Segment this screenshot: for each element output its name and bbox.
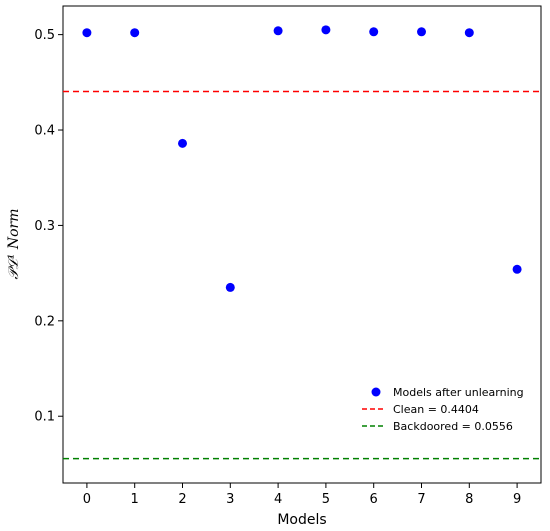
y-axis-ticks: 0.1 0.2 0.3 0.4 0.5: [34, 28, 63, 425]
x-axis-ticks: 0 1 2 3 4 5 6 7 8 9: [83, 483, 521, 507]
data-points: [82, 25, 522, 292]
legend-label-clean: Clean = 0.4404: [393, 403, 479, 416]
y-tick-label: 0.3: [34, 219, 55, 234]
y-tick-label: 0.4: [34, 124, 55, 139]
data-point: [82, 28, 92, 38]
y-axis-label: 𝒫ℒ¹ Norm: [6, 209, 22, 280]
data-point: [130, 28, 140, 38]
x-tick-label: 9: [513, 492, 521, 507]
y-tick-label: 0.1: [34, 410, 55, 425]
x-tick-label: 4: [274, 492, 282, 507]
legend-marker-series: [371, 387, 381, 397]
y-tick-label: 0.2: [34, 314, 55, 329]
x-tick-label: 7: [417, 492, 425, 507]
data-point: [178, 138, 187, 148]
x-tick-label: 6: [370, 492, 378, 507]
data-point: [321, 25, 331, 35]
x-tick-label: 5: [322, 492, 330, 507]
data-point: [417, 27, 426, 37]
x-tick-label: 8: [465, 492, 473, 507]
data-point: [464, 28, 474, 38]
data-point: [273, 26, 283, 36]
x-tick-label: 1: [131, 492, 139, 507]
data-point: [512, 264, 522, 274]
x-tick-label: 3: [226, 492, 234, 507]
x-axis-label: Models: [277, 512, 326, 528]
plot-area-frame: [62, 5, 542, 484]
data-point: [369, 27, 379, 37]
x-tick-label: 2: [178, 492, 186, 507]
y-tick-label: 0.5: [34, 28, 55, 43]
legend-label-series: Models after unlearning: [393, 386, 524, 399]
data-point: [225, 282, 235, 292]
x-tick-label: 0: [83, 492, 91, 507]
legend: Models after unlearning Clean = 0.4404 B…: [362, 386, 524, 433]
legend-label-backdoored: Backdoored = 0.0556: [393, 420, 513, 433]
